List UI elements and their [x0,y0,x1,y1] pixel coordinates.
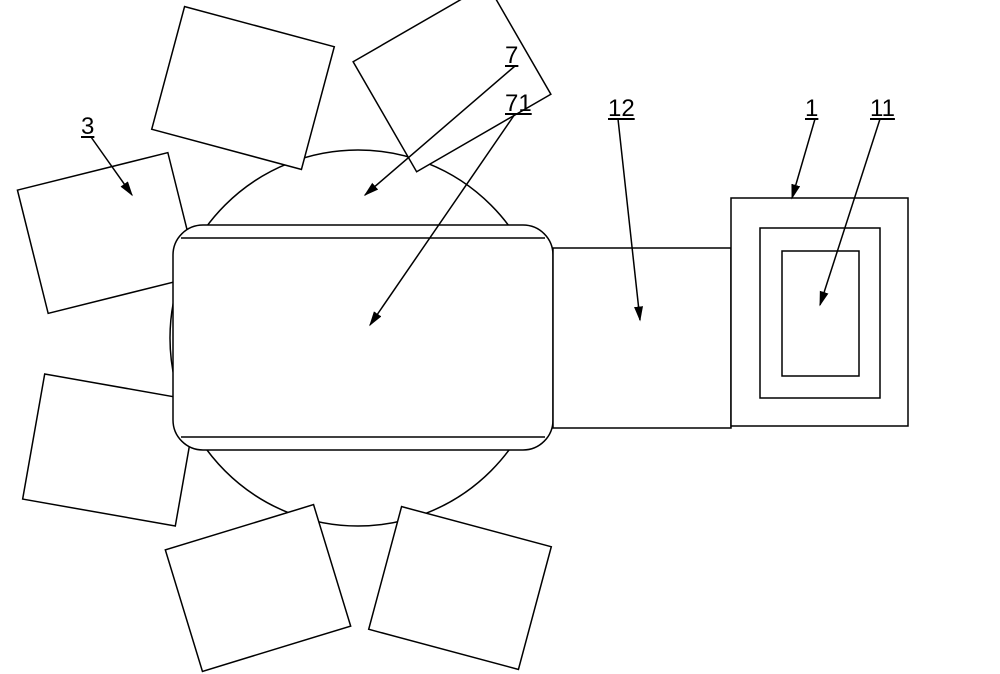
diagram-svg [0,0,1000,674]
label-11: 11 [870,95,895,123]
label-3: 3 [81,113,94,141]
label-7: 7 [505,42,518,70]
technical-diagram: 1 3 7 11 12 71 [0,0,1000,674]
label-71: 71 [505,90,532,118]
label-1: 1 [805,95,818,123]
label-12: 12 [608,95,635,123]
shapes-group [17,0,908,671]
